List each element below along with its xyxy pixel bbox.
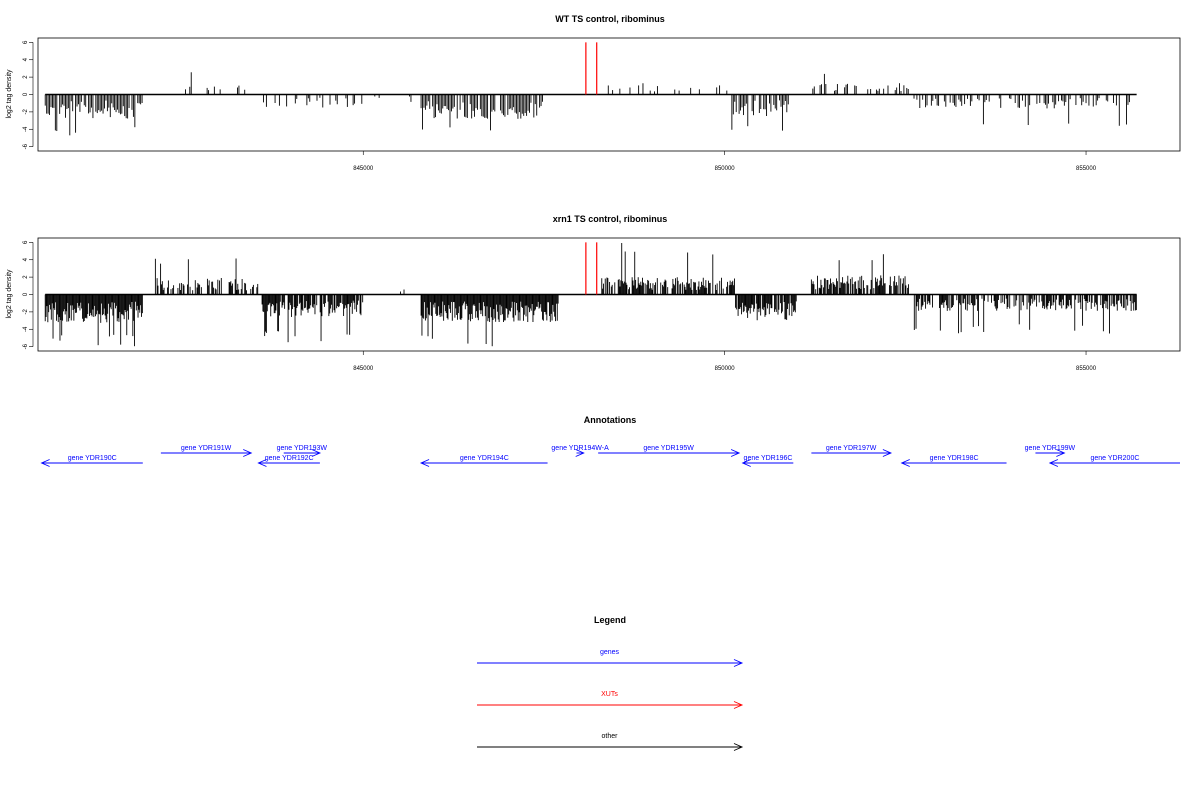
xrn1-track-panel: xrn1 TS control, ribominus log2 tag dens…	[6, 214, 1181, 372]
gene-label: gene YDR191W	[181, 445, 232, 452]
y-tick-label: 6	[23, 240, 29, 244]
gene-label: gene YDR193W	[277, 445, 328, 452]
gene-label: gene YDR194C	[460, 455, 509, 462]
xrn1-y-axis-label: log2 tag density	[6, 269, 13, 319]
x-tick-label: 855000	[1076, 366, 1097, 372]
arrow-head	[575, 449, 585, 457]
y-tick-label: 6	[23, 40, 29, 44]
y-tick-label: 2	[23, 75, 29, 79]
gene-label: gene YDR198C	[930, 455, 979, 462]
y-tick-label: -2	[23, 309, 29, 315]
legend-panel: Legend genes XUTs other	[477, 615, 744, 751]
x-tick-label: 845000	[353, 166, 374, 172]
legend-label: genes	[600, 649, 620, 656]
arrow-head	[257, 459, 267, 467]
xrn1-axis-ticks: -6 -4 -2 0 2 4 6 845000 850000 855000	[23, 240, 1097, 372]
y-tick-label: -4	[23, 126, 29, 132]
arrow-head	[311, 449, 322, 457]
xrn1-track-title: xrn1 TS control, ribominus	[553, 214, 668, 224]
annotations-title: Annotations	[584, 415, 637, 425]
gene-label: gene YDR190C	[68, 455, 117, 462]
x-tick-label: 855000	[1076, 166, 1097, 172]
arrow-head	[243, 449, 253, 457]
gene-arrows: gene YDR190C gene YDR191W gene YDR192C gene…	[40, 445, 1180, 467]
arrow-head	[1056, 449, 1066, 457]
arrow-head	[733, 701, 744, 709]
x-tick-label: 850000	[715, 166, 736, 172]
y-tick-label: -6	[23, 343, 29, 349]
gene-label: gene YDR195W	[643, 445, 694, 452]
xrn1-density-bars	[44, 242, 1137, 347]
gene-label: gene YDR192C	[265, 455, 314, 462]
xrn1-plot-frame	[37, 237, 1181, 352]
arrow-head	[882, 449, 893, 457]
legend-label: XUTs	[601, 691, 618, 698]
arrow-head	[1048, 459, 1059, 467]
arrow-head	[733, 743, 744, 751]
gene-label: gene YDR199W	[1025, 445, 1076, 452]
arrow-head	[900, 459, 910, 467]
x-tick-label: 845000	[353, 366, 374, 372]
wt-density-bars	[44, 42, 1137, 136]
wt-track-panel: WT TS control, ribominus log2 tag densit…	[6, 14, 1181, 172]
y-tick-label: -2	[23, 109, 29, 115]
arrow-head	[733, 659, 744, 667]
x-tick-label: 850000	[715, 366, 736, 372]
legend-label: other	[602, 733, 619, 740]
y-tick-label: -6	[23, 143, 29, 149]
y-tick-label: 4	[23, 257, 29, 261]
y-tick-label: 2	[23, 275, 29, 279]
wt-plot-frame	[37, 37, 1181, 152]
arrow-head	[419, 459, 430, 467]
gene-label: gene YDR200C	[1090, 455, 1139, 462]
wt-track-title: WT TS control, ribominus	[555, 14, 665, 24]
gene-label: gene YDR194W-A	[551, 445, 609, 452]
y-tick-label: 4	[23, 57, 29, 61]
wt-axis-ticks: -6 -4 -2 0 2 4 6 845000 850000 855000	[23, 40, 1097, 172]
wt-y-axis-label: log2 tag density	[6, 69, 13, 119]
arrow-head	[741, 459, 751, 467]
gene-label: gene YDR196C	[744, 455, 793, 462]
y-tick-label: 0	[23, 292, 29, 296]
legend-items: genes XUTs other	[477, 649, 744, 751]
arrow-head	[40, 459, 50, 467]
legend-title: Legend	[594, 615, 626, 625]
gene-label: gene YDR197W	[826, 445, 877, 452]
arrow-head	[730, 449, 741, 457]
y-tick-label: 0	[23, 92, 29, 96]
y-tick-label: -4	[23, 326, 29, 332]
